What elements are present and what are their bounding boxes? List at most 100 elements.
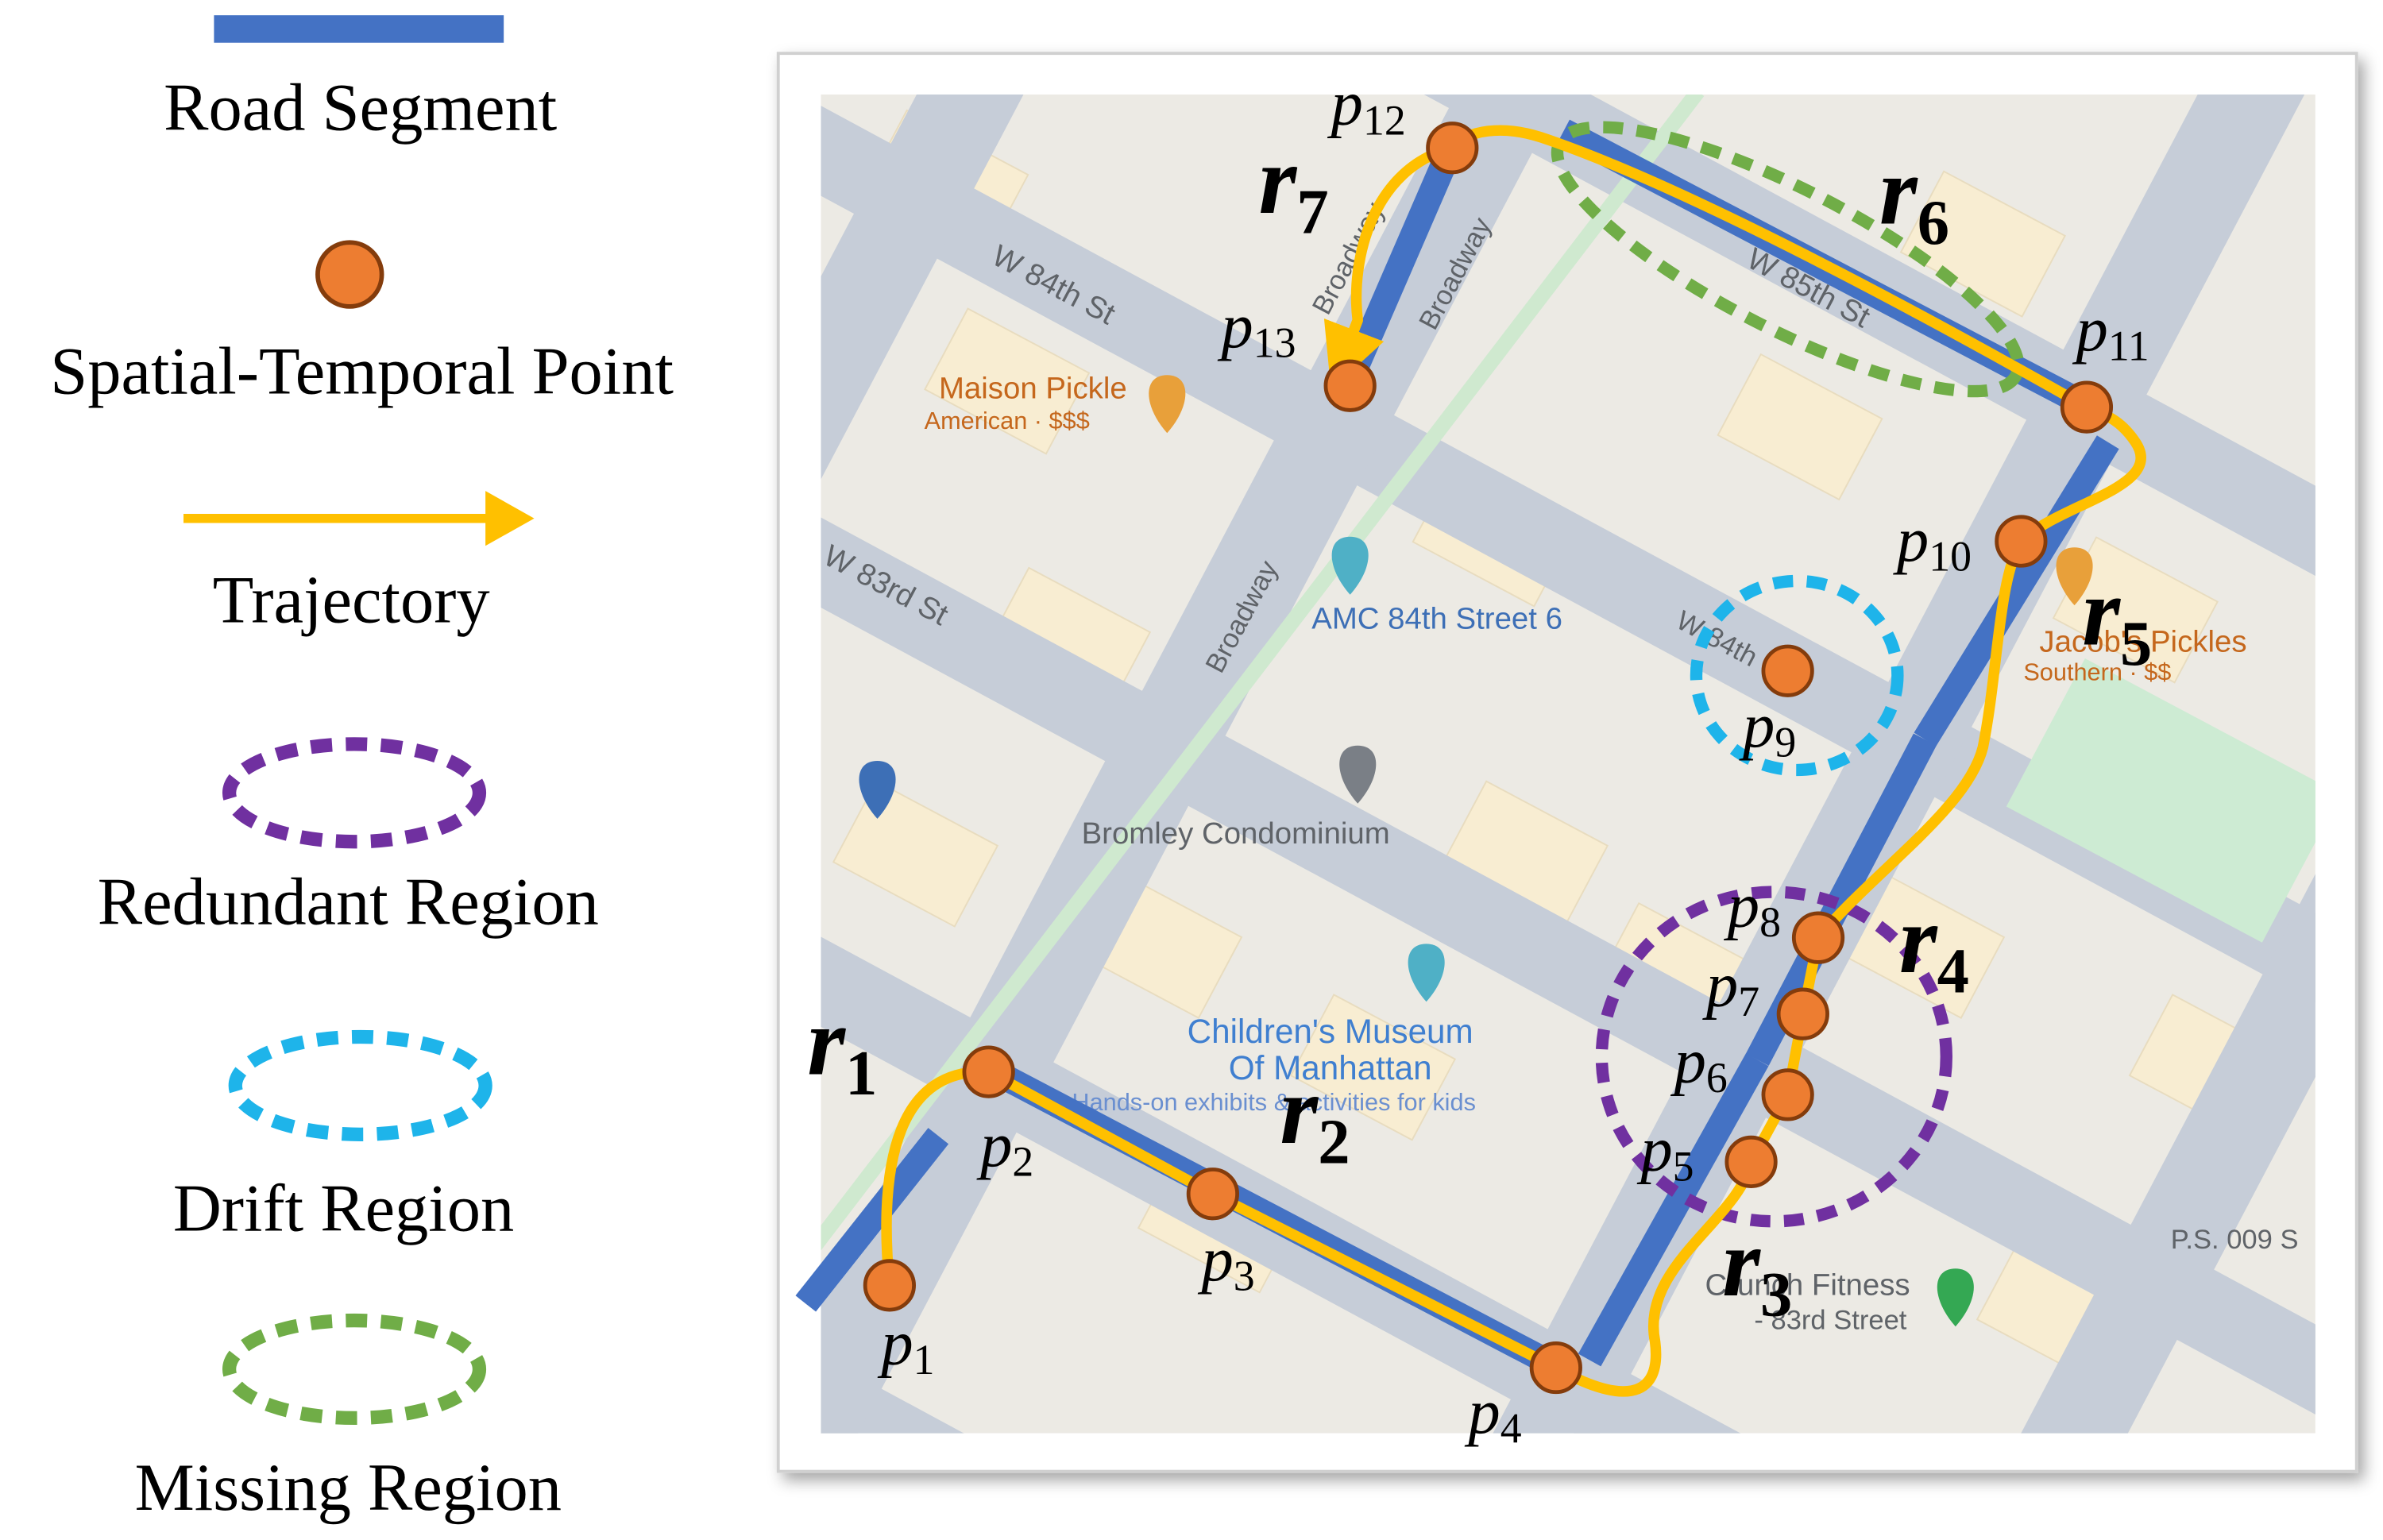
point-symbol: p xyxy=(1636,1114,1672,1185)
point-symbol: p xyxy=(1702,949,1738,1020)
road-index: 7 xyxy=(1296,176,1328,247)
map-pin xyxy=(2056,547,2093,606)
trajectory-point xyxy=(2060,380,2114,434)
legend-label: Road Segment xyxy=(164,71,557,145)
map-label: Jacob's Pickles xyxy=(2039,624,2246,658)
trajectory-point xyxy=(1791,911,1845,964)
map-label: American · $$$ xyxy=(925,407,1090,434)
trajectory-point xyxy=(1761,1068,1814,1121)
point-label: p1 xyxy=(877,1308,934,1384)
point-index: 8 xyxy=(1759,899,1781,947)
point-symbol: p xyxy=(1724,870,1759,941)
point-label: p3 xyxy=(1197,1224,1254,1300)
map-label: Bromley Condominium xyxy=(1082,816,1390,851)
road-symbol: r xyxy=(1899,886,1938,994)
avenue xyxy=(821,95,1563,1434)
point-label: p10 xyxy=(1893,504,1972,581)
point-label: p6 xyxy=(1670,1025,1728,1102)
road-index: 6 xyxy=(1918,187,1949,257)
map-label: Crunch Fitness xyxy=(1705,1268,1910,1302)
road-symbol: r xyxy=(1722,1209,1761,1317)
point-label: p8 xyxy=(1724,870,1781,947)
legend-label: Redundant Region xyxy=(98,866,599,940)
legend-redundant-swatch xyxy=(222,737,487,849)
legend-label: Trajectory xyxy=(213,563,490,637)
point-symbol: p xyxy=(1739,690,1775,761)
building-block xyxy=(832,780,999,928)
point-label: p12 xyxy=(1327,68,1406,145)
map-pin xyxy=(1937,1268,1974,1327)
trajectory-point xyxy=(1724,1135,1778,1189)
point-index: 11 xyxy=(2108,322,2149,370)
legend-label: Spatial-Temporal Point xyxy=(50,335,674,409)
road-segment xyxy=(795,1128,949,1312)
legend-label: Drift Region xyxy=(173,1171,514,1245)
point-index: 9 xyxy=(1775,719,1796,766)
map-label: P.S. 009 S xyxy=(2171,1225,2299,1255)
point-label: p13 xyxy=(1217,291,1296,367)
point-index: 13 xyxy=(1253,319,1296,367)
point-symbol: p xyxy=(1670,1025,1706,1096)
building-block xyxy=(1899,170,2066,318)
point-symbol: p xyxy=(1893,504,1929,575)
road-symbol: r xyxy=(1280,1056,1319,1164)
road-segment xyxy=(1914,435,2119,747)
point-label: p5 xyxy=(1636,1114,1694,1191)
legend-label: Missing Region xyxy=(135,1451,562,1525)
redundant-region xyxy=(1595,886,1952,1228)
median xyxy=(821,95,1705,1251)
point-index: 4 xyxy=(1500,1405,1522,1453)
map-pin xyxy=(1331,536,1369,595)
map-label: AMC 84th Street 6 xyxy=(1311,602,1562,636)
point-index: 12 xyxy=(1363,97,1406,145)
point-index: 2 xyxy=(1012,1138,1033,1186)
map-pin xyxy=(1339,745,1377,804)
point-index: 5 xyxy=(1673,1143,1694,1191)
road-symbol: r xyxy=(1259,126,1298,234)
map-label: Southern · $$ xyxy=(2023,658,2171,686)
road-label: r1 xyxy=(807,988,877,1109)
building-block xyxy=(924,307,1091,455)
map-label: Of Manhattan xyxy=(1229,1049,1432,1086)
point-symbol: p xyxy=(1197,1224,1233,1295)
road-index: 3 xyxy=(1760,1259,1792,1330)
legend-point-swatch xyxy=(315,240,384,309)
avenue xyxy=(821,95,1024,480)
point-index: 1 xyxy=(913,1337,935,1384)
road-label: r2 xyxy=(1280,1056,1350,1177)
trajectory-point xyxy=(1776,987,1829,1040)
point-label: p7 xyxy=(1702,949,1759,1025)
road-label: r3 xyxy=(1722,1209,1792,1330)
trajectory-point xyxy=(962,1045,1015,1098)
road-symbol: r xyxy=(2082,558,2121,666)
trajectory-point xyxy=(1995,515,2048,568)
legend-road-swatch xyxy=(214,15,504,43)
map-pin xyxy=(1408,944,1445,1002)
point-index: 7 xyxy=(1738,978,1759,1025)
point-label: p9 xyxy=(1739,690,1796,766)
road-label: r6 xyxy=(1879,137,1949,258)
map-label: - 83rd Street xyxy=(1754,1306,1906,1336)
point-index: 3 xyxy=(1234,1252,1255,1300)
road-label: r7 xyxy=(1259,126,1329,247)
trajectory-point xyxy=(863,1259,916,1312)
road-symbol: r xyxy=(1879,137,1918,245)
map-pin xyxy=(1149,375,1186,434)
legend-drift-swatch xyxy=(228,1029,492,1141)
point-symbol: p xyxy=(976,1110,1012,1180)
road-symbol: r xyxy=(807,988,846,1096)
legend-missing-swatch xyxy=(222,1313,487,1426)
building-block xyxy=(1289,994,1457,1141)
trajectory-point xyxy=(1761,644,1814,697)
trajectory-point xyxy=(1529,1341,1582,1395)
road-index: 4 xyxy=(1937,936,1969,1006)
road-segment xyxy=(1578,1053,1769,1367)
road-index: 5 xyxy=(2120,608,2152,678)
point-label: p4 xyxy=(1464,1376,1521,1453)
point-symbol: p xyxy=(1217,291,1253,361)
road-label: r4 xyxy=(1899,886,1969,1006)
map-label: Hands-on exhibits & activities for kids xyxy=(1072,1088,1476,1116)
trajectory xyxy=(881,125,2146,1397)
